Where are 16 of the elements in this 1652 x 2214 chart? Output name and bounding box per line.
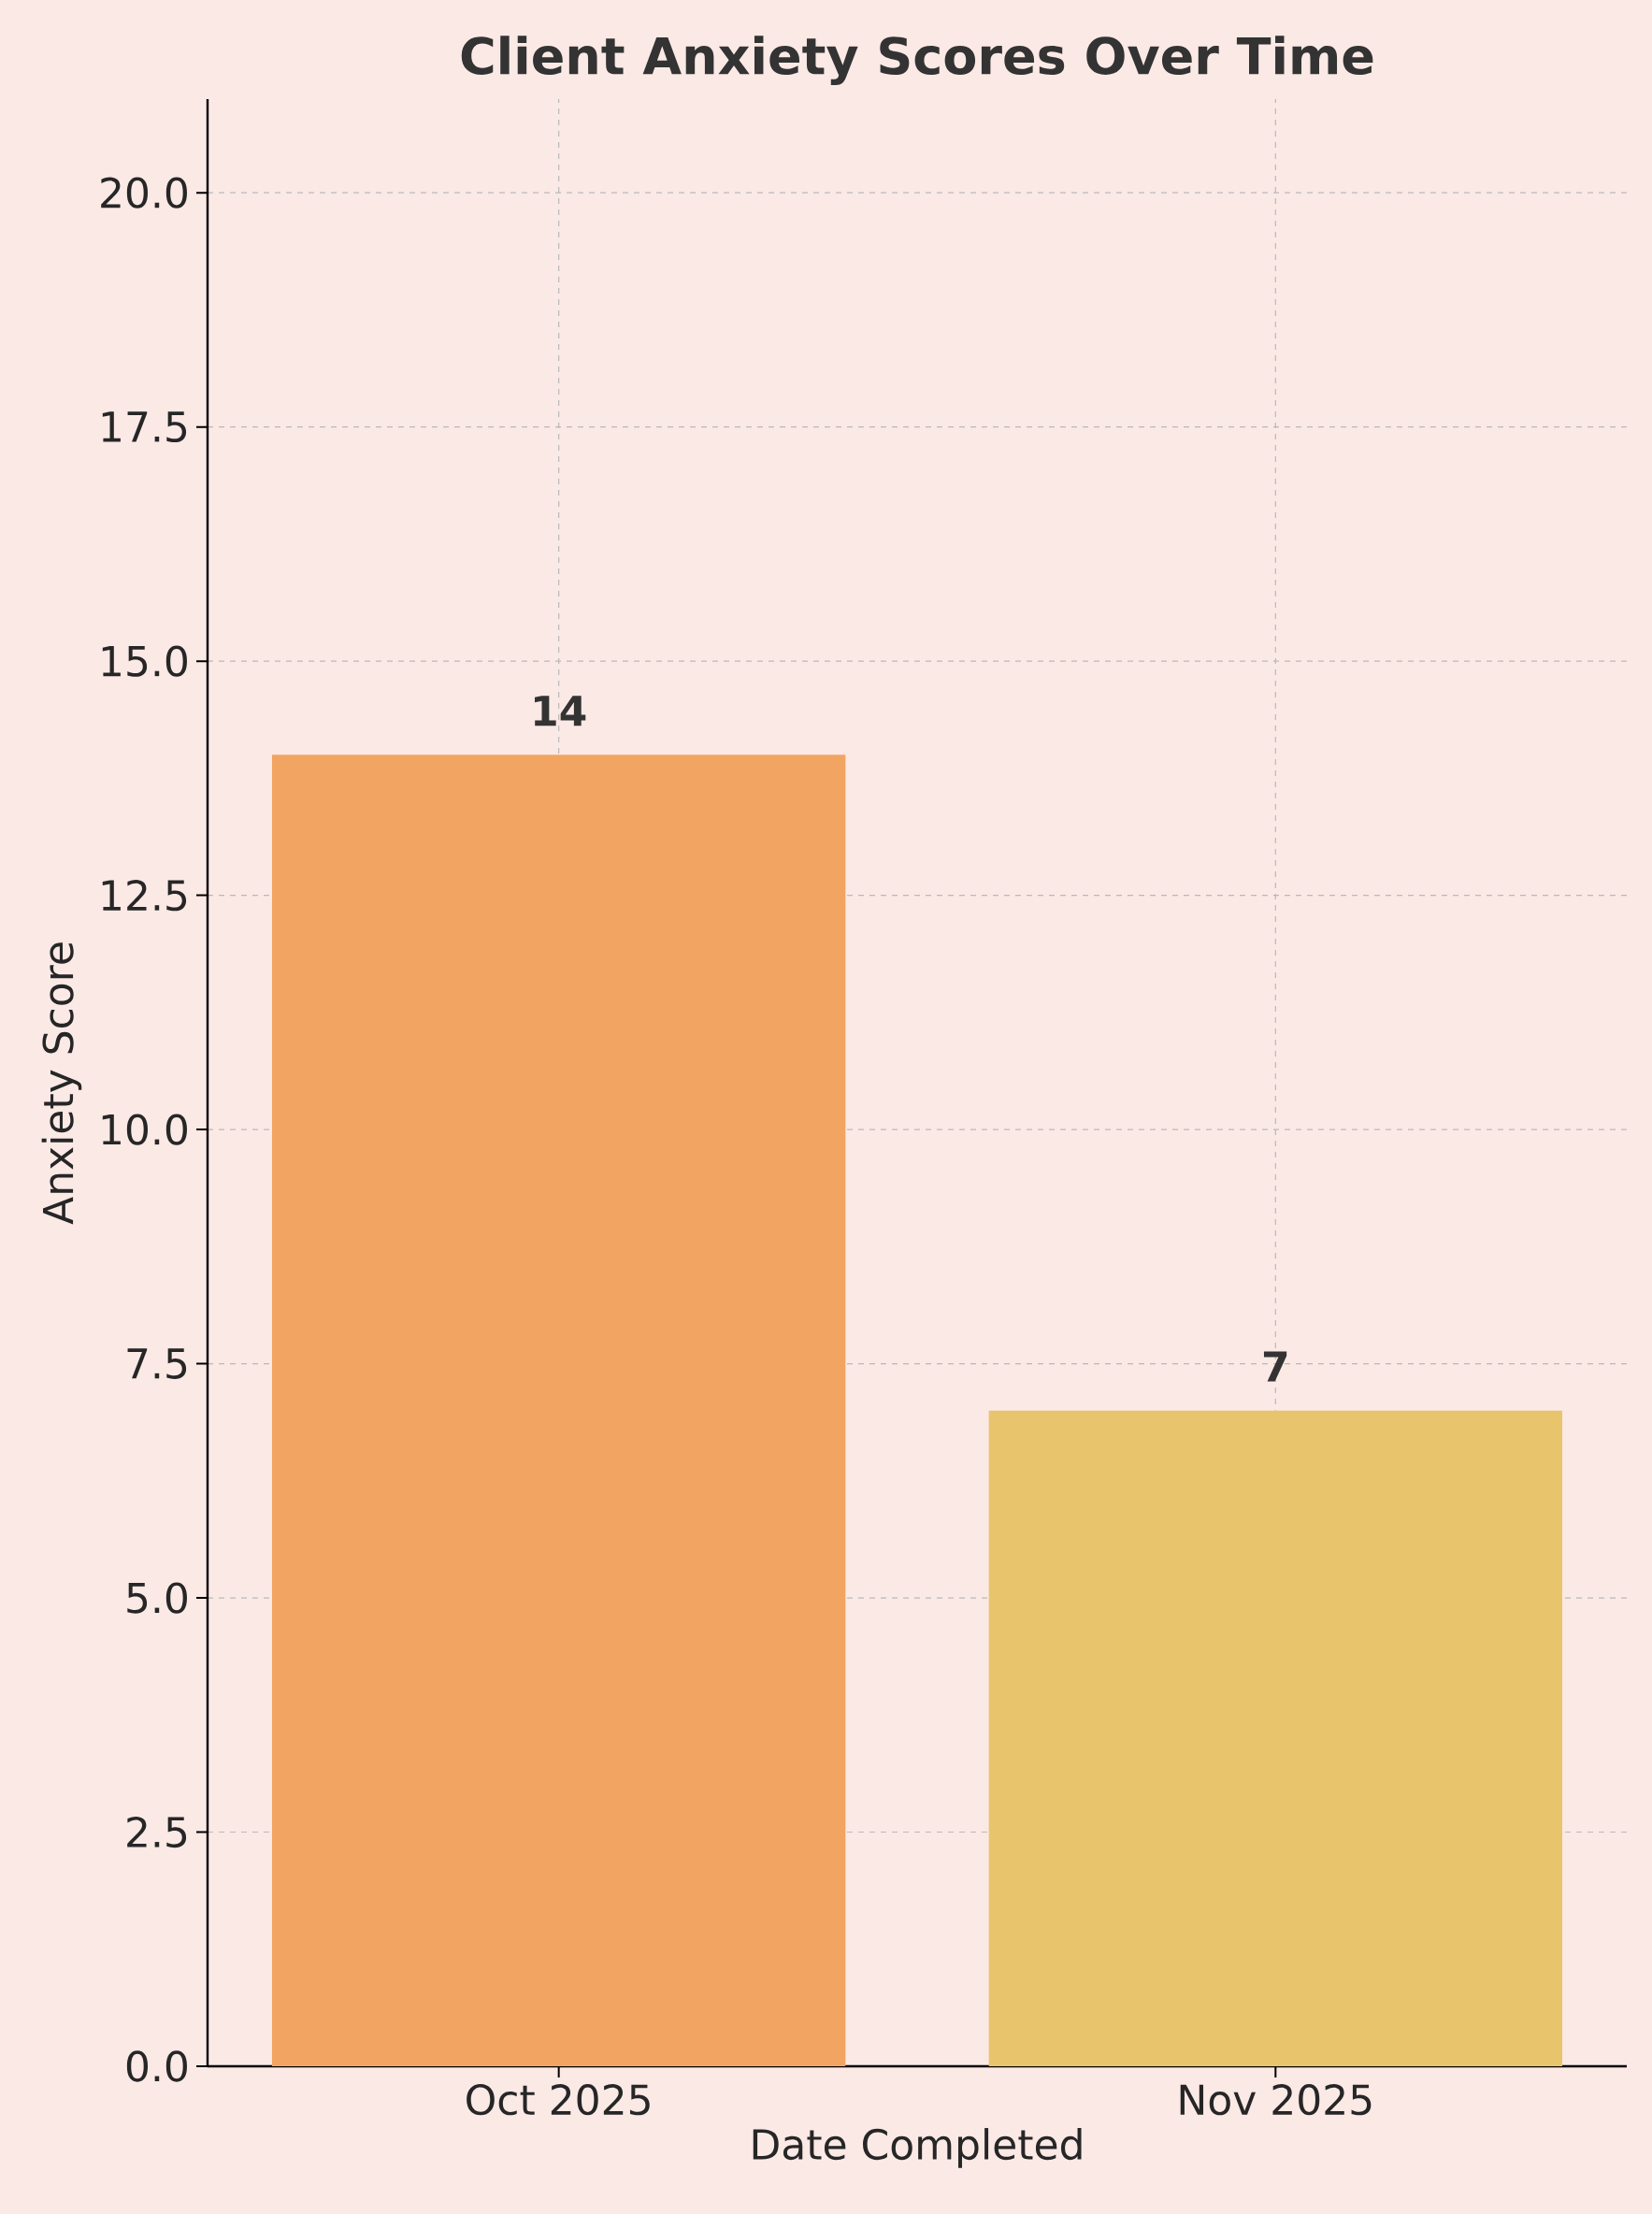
data-label: 14 [535,696,586,726]
y-tick-label: 10.0 [102,1114,187,1145]
x-tick-label: Oct 2025 [467,2084,650,2116]
chart-title: Client Anxiety Scores Over Time [461,36,1373,85]
y-tick-label: 5.0 [127,1582,187,1614]
x-axis-title: Date Completed [753,2128,1082,2168]
y-tick-label: 17.5 [102,411,187,443]
y-tick-label: 2.5 [127,1816,187,1848]
y-axis-title: Anxiety Score [41,942,82,1225]
y-tick-label: 7.5 [127,1348,187,1379]
y-tick-label: 15.0 [102,645,187,677]
y-tick-label: 20.0 [101,177,187,208]
data-label: 7 [1263,1351,1287,1382]
y-tick-label: 12.5 [102,879,187,912]
y-tick-label: 0.0 [126,2050,187,2082]
x-tick-label: Nov 2025 [1180,2084,1372,2116]
